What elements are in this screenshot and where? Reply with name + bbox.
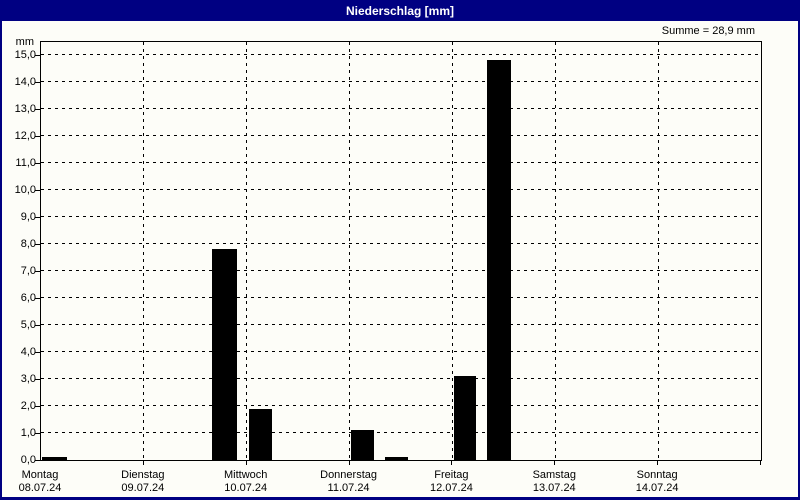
sum-label: Summe = 28,9 mm	[661, 25, 755, 37]
x-tick-mark	[760, 460, 761, 465]
y-tick-label: 8,0	[20, 237, 36, 250]
y-tick-label: 1,0	[20, 426, 36, 439]
x-axis-day-label: Montag 08.07.24	[0, 469, 100, 495]
window-border-right	[798, 21, 800, 500]
y-gridline	[41, 270, 761, 271]
date-label: 11.07.24	[327, 482, 370, 494]
x-axis-day-label: Mittwoch 10.07.24	[186, 469, 306, 495]
y-tick-mark	[35, 325, 40, 326]
y-gridline	[41, 216, 761, 217]
y-tick-label: 4,0	[20, 345, 36, 358]
y-gridline	[41, 108, 761, 109]
y-tick-label: 2,0	[20, 399, 36, 412]
day-gridline	[554, 42, 556, 460]
y-tick-mark	[35, 190, 40, 191]
date-label: 10.07.24	[224, 482, 268, 494]
window-border-bottom	[0, 497, 800, 500]
weekday-label: Freitag	[434, 469, 469, 481]
y-tick-mark	[35, 217, 40, 218]
x-axis-day-label: Dienstag 09.07.24	[83, 469, 203, 495]
day-gridline	[657, 42, 659, 460]
y-tick-label: 15,0	[14, 48, 36, 61]
day-gridline	[349, 42, 351, 460]
precipitation-bar	[454, 376, 477, 460]
y-gridline	[41, 297, 761, 298]
y-tick-label: 14,0	[14, 75, 36, 88]
y-axis-unit-label: mm	[15, 36, 34, 48]
y-gridline	[41, 81, 761, 82]
x-axis-day-label: Sonntag 14.07.24	[597, 469, 717, 495]
precipitation-bar	[42, 457, 67, 460]
x-tick-mark	[657, 460, 659, 465]
x-axis-day-label: Samstag 13.07.24	[494, 469, 614, 495]
y-gridline	[41, 189, 761, 190]
y-tick-label: 11,0	[15, 156, 36, 169]
y-tick-mark	[35, 406, 40, 407]
plot-area	[40, 41, 762, 461]
precipitation-bar	[384, 457, 409, 460]
y-tick-label: 13,0	[14, 102, 36, 115]
window-titlebar: Niederschlag [mm]	[0, 0, 800, 21]
y-tick-mark	[35, 136, 40, 137]
y-gridline	[41, 405, 761, 406]
y-tick-label: 10,0	[14, 183, 36, 196]
y-tick-label: 3,0	[20, 372, 36, 385]
weekday-label: Dienstag	[121, 469, 165, 481]
y-tick-mark	[35, 163, 40, 164]
y-tick-label: 12,0	[14, 129, 36, 142]
y-gridline	[41, 351, 761, 352]
y-tick-mark	[35, 271, 40, 272]
y-tick-mark	[35, 433, 40, 434]
y-gridline	[41, 378, 761, 379]
x-tick-mark	[451, 460, 453, 465]
precipitation-bar	[248, 408, 273, 460]
window-title: Niederschlag [mm]	[345, 3, 455, 18]
x-tick-mark	[142, 460, 144, 465]
y-gridline	[41, 243, 761, 244]
weekday-label: Donnerstag	[320, 469, 377, 481]
y-gridline	[41, 135, 761, 136]
x-tick-mark	[348, 460, 350, 465]
date-label: 12.07.24	[430, 482, 473, 494]
date-label: 14.07.24	[635, 482, 679, 494]
x-axis-day-label: Freitag 12.07.24	[391, 469, 511, 495]
x-tick-mark	[245, 460, 247, 465]
y-tick-label: 0,0	[20, 453, 36, 466]
day-gridline	[143, 42, 145, 460]
date-label: 09.07.24	[121, 482, 165, 494]
weekday-label: Montag	[21, 469, 59, 481]
y-tick-mark	[35, 82, 40, 83]
y-tick-mark	[35, 379, 40, 380]
day-gridline	[451, 42, 453, 460]
weekday-label: Sonntag	[636, 469, 678, 481]
y-tick-mark	[35, 55, 40, 56]
y-gridline	[41, 324, 761, 325]
weekday-label: Samstag	[532, 469, 576, 481]
day-gridline	[246, 42, 248, 460]
y-tick-mark	[35, 460, 40, 461]
y-tick-mark	[35, 244, 40, 245]
y-tick-label: 6,0	[20, 291, 36, 304]
date-label: 13.07.24	[532, 482, 576, 494]
precipitation-bar	[487, 60, 512, 460]
weekday-label: Mittwoch	[224, 469, 268, 481]
y-tick-label: 7,0	[20, 264, 36, 277]
y-gridline	[41, 54, 761, 55]
y-tick-label: 5,0	[20, 318, 36, 331]
x-tick-mark	[554, 460, 556, 465]
window-border-left	[0, 21, 2, 500]
y-tick-label: 9,0	[20, 210, 36, 223]
y-gridline	[41, 432, 761, 433]
date-label: 08.07.24	[18, 482, 62, 494]
precipitation-bar	[350, 430, 375, 460]
y-tick-mark	[35, 298, 40, 299]
y-gridline	[41, 162, 761, 163]
x-axis-day-label: Donnerstag 11.07.24	[289, 469, 409, 495]
precipitation-bar	[211, 249, 238, 460]
y-tick-mark	[35, 109, 40, 110]
y-tick-mark	[35, 352, 40, 353]
